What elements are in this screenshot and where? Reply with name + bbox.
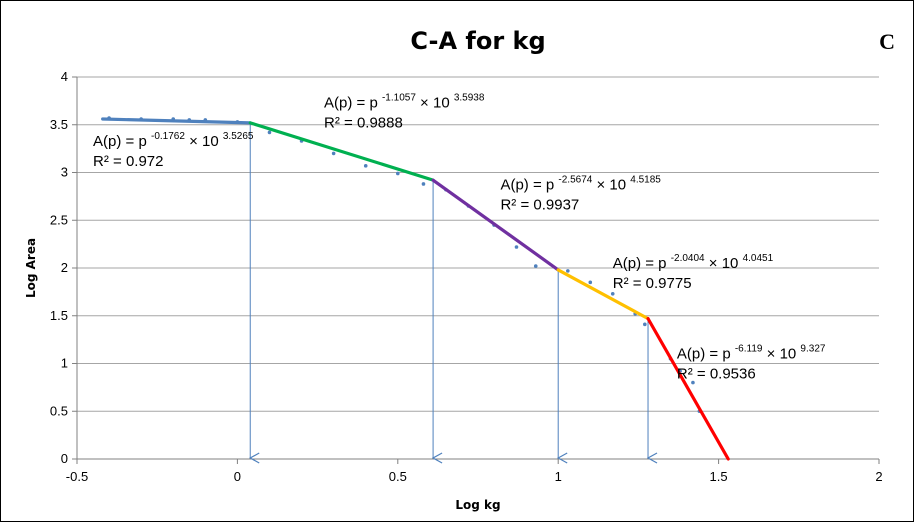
y-tick-label: 0 — [61, 451, 68, 466]
data-point — [566, 269, 570, 273]
equation-2: A(p) = p -1.1057 × 10 3.5938 — [324, 93, 485, 112]
data-point — [396, 171, 400, 176]
data-point — [643, 322, 647, 327]
data-point — [514, 245, 519, 249]
y-tick-label: 2 — [61, 260, 68, 275]
fit-segment-1 — [101, 117, 252, 125]
data-point — [691, 380, 695, 385]
x-tick-label: -0.5 — [66, 469, 88, 484]
equation-1: A(p) = p -0.1762 × 10 3.5265 — [93, 131, 254, 150]
equation-4: A(p) = p -2.0404 × 10 4.0451 — [613, 253, 774, 272]
x-tick-label: 1 — [555, 469, 562, 484]
equation-5: A(p) = p -6.119 × 10 9.327 — [677, 344, 826, 363]
x-tick-label: 0 — [234, 469, 241, 484]
equation-3: A(p) = p -2.5674 × 10 4.5185 — [500, 175, 661, 194]
chart-title: C-A for kg — [410, 27, 545, 55]
x-axis-label: Log kg — [455, 498, 500, 512]
y-tick-label: 2.5 — [50, 212, 68, 227]
panel-letter: C — [879, 29, 895, 54]
data-point — [267, 130, 272, 135]
r-squared-3: R² = 0.9937 — [500, 197, 579, 214]
y-tick-label: 4 — [61, 69, 68, 84]
fit-segment-5 — [646, 317, 730, 461]
r-squared-4: R² = 0.9775 — [613, 275, 692, 292]
y-tick-label: 3.5 — [50, 117, 68, 132]
x-tick-label: 1.5 — [710, 469, 728, 484]
data-point — [421, 182, 426, 186]
y-axis-label: Log Area — [24, 238, 38, 298]
r-squared-1: R² = 0.972 — [93, 153, 163, 170]
r-squared-2: R² = 0.9888 — [324, 115, 403, 132]
fit-segment-2 — [248, 121, 435, 182]
x-tick-label: 2 — [875, 469, 882, 484]
y-tick-label: 1.5 — [50, 308, 68, 323]
data-point — [533, 264, 538, 268]
fit-segment-3 — [431, 178, 560, 272]
r-squared-5: R² = 0.9536 — [677, 366, 756, 383]
data-point — [331, 151, 336, 156]
data-point — [610, 291, 615, 296]
x-tick-label: 0.5 — [389, 469, 407, 484]
fit-segment-4 — [556, 268, 650, 321]
y-tick-label: 1 — [61, 356, 68, 371]
data-point — [363, 164, 368, 168]
y-tick-label: 0.5 — [50, 403, 68, 418]
data-point — [588, 280, 593, 285]
y-tick-label: 3 — [61, 165, 68, 180]
